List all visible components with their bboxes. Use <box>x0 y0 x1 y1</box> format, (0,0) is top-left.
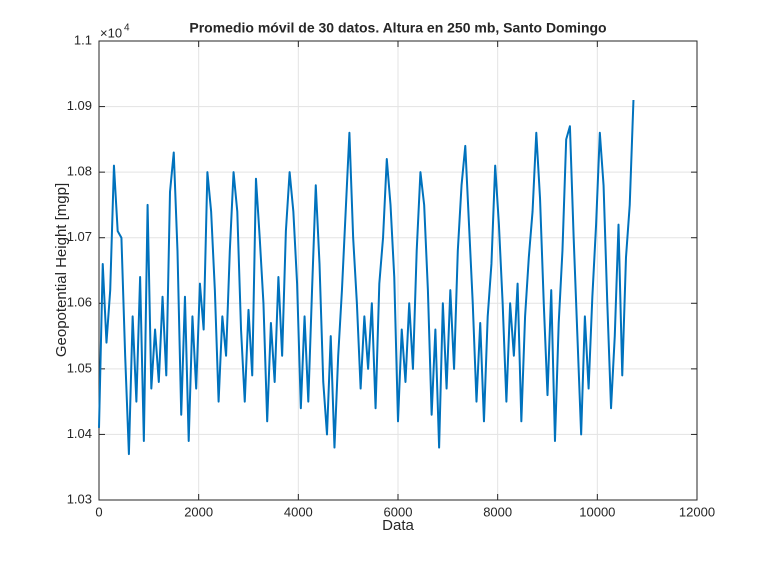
x-tick-label: 8000 <box>483 504 512 519</box>
y-tick-label: 1.06 <box>67 295 92 310</box>
data-line <box>98 99 635 456</box>
y-axis-label: Geopotential Height [mgp] <box>53 183 70 357</box>
x-tick-label: 6000 <box>384 504 413 519</box>
y-tick-label: 1.05 <box>67 360 92 375</box>
x-tick-label: 12000 <box>679 504 715 519</box>
x-tick-label: 10000 <box>579 504 615 519</box>
y-tick-label: 1.08 <box>67 164 92 179</box>
y-tick-label: 1.04 <box>67 426 92 441</box>
y-tick-label: 1.03 <box>67 491 92 506</box>
x-axis-label: Data <box>382 517 414 534</box>
y-tick-label: 1.07 <box>67 229 92 244</box>
x-tick-label: 0 <box>95 504 102 519</box>
chart-title: Promedio móvil de 30 datos. Altura en 25… <box>189 20 606 36</box>
y-tick-label: 1.09 <box>67 98 92 113</box>
x-tick-label: 4000 <box>284 504 313 519</box>
x-tick-label: 2000 <box>184 504 213 519</box>
y-multiplier-exponent: 4 <box>124 23 130 34</box>
plot-frame <box>98 40 698 501</box>
y-tick-label: 1.1 <box>74 32 92 47</box>
y-multiplier: ×10 <box>100 25 122 40</box>
